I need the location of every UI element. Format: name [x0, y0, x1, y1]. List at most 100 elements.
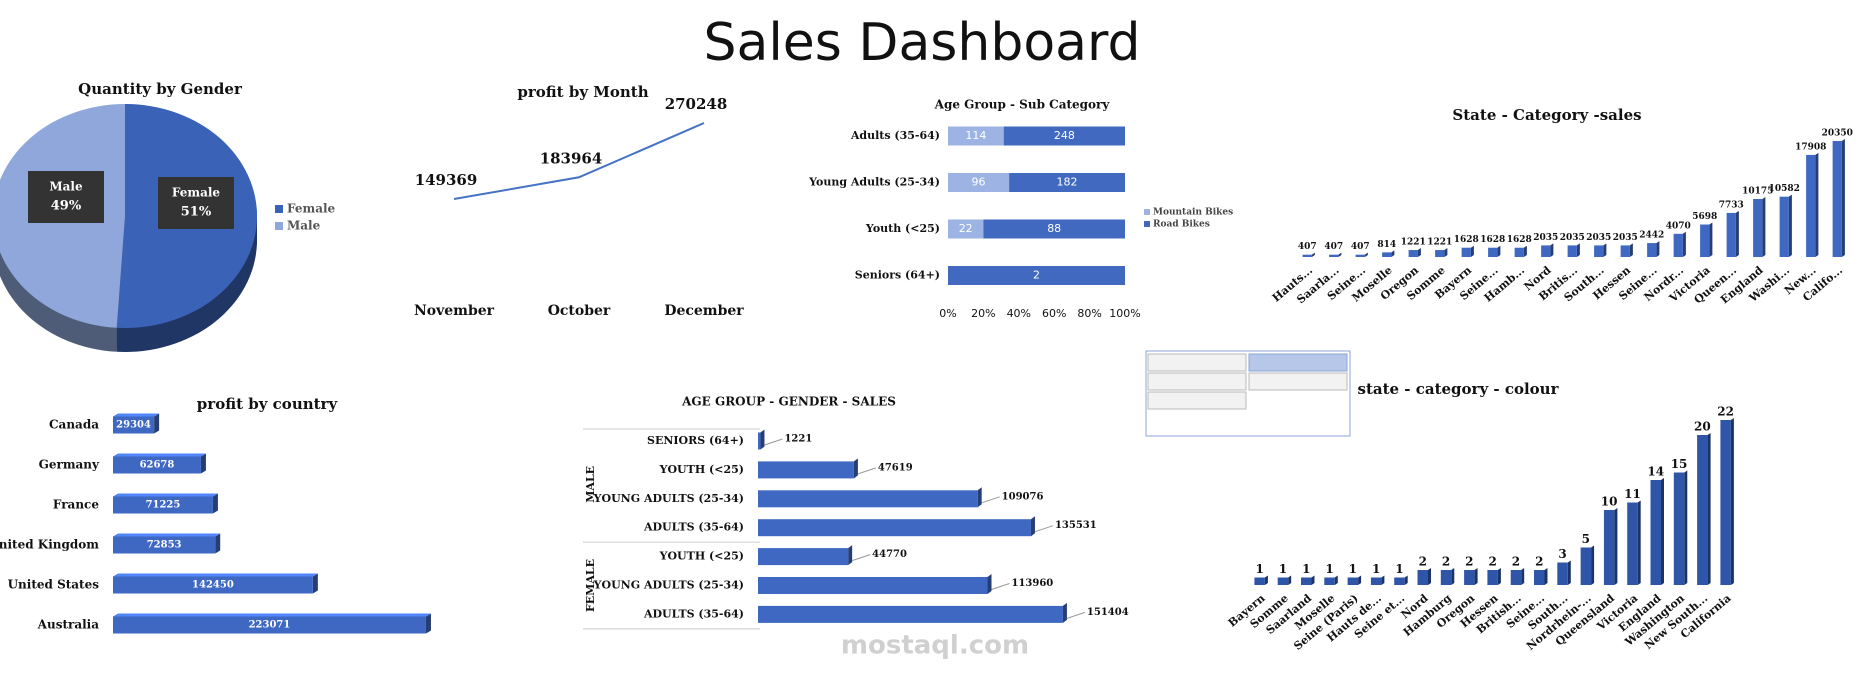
y-tick-label: France — [53, 498, 99, 512]
legend-swatch — [1144, 221, 1150, 227]
data-label: 3 — [1558, 547, 1566, 561]
x-tick-label: 0% — [939, 307, 956, 320]
bar-side — [1404, 575, 1408, 585]
bar — [1394, 577, 1405, 585]
bar — [758, 461, 854, 479]
bar-side — [1381, 575, 1385, 585]
bar — [113, 536, 216, 554]
bar-side — [200, 453, 206, 474]
bar-side — [1264, 575, 1268, 585]
bar-side — [1030, 516, 1035, 537]
bar — [1514, 247, 1524, 257]
data-label: 2 — [1512, 555, 1520, 569]
data-label: 96 — [972, 176, 986, 189]
data-label: 10175 — [1742, 187, 1773, 197]
data-label: 223071 — [249, 620, 291, 631]
data-label: 22 — [959, 222, 973, 235]
callout-box — [28, 171, 104, 223]
bar-side — [1567, 560, 1571, 585]
data-label: 20 — [1694, 420, 1711, 434]
bar-side — [1841, 139, 1845, 257]
data-label: 2 — [1442, 555, 1450, 569]
y-tick-label: Young Adults (25-34) — [808, 176, 940, 189]
data-label: 2035 — [1613, 233, 1638, 243]
slicer[interactable] — [1145, 350, 1351, 437]
bar-side — [1358, 575, 1362, 585]
bar-side — [1629, 243, 1633, 257]
leader-line — [857, 467, 877, 475]
data-label: 1221 — [1401, 238, 1426, 248]
data-label: 248 — [1054, 129, 1075, 142]
bar-side — [1417, 248, 1421, 257]
slicer-item[interactable] — [1248, 353, 1348, 372]
x-tick-label: 80% — [1077, 307, 1101, 320]
bar-side — [977, 487, 982, 508]
data-label: 1 — [1395, 562, 1403, 576]
data-label: 1628 — [1480, 235, 1505, 245]
leader-line — [991, 583, 1010, 590]
bar — [1594, 245, 1604, 257]
group-label: MALE — [584, 466, 597, 503]
bar-side — [1660, 478, 1664, 585]
bar — [1650, 480, 1661, 585]
data-label: 29304 — [116, 420, 151, 431]
data-label: 1 — [1255, 562, 1263, 576]
y-tick-label: Seniors (64+) — [855, 269, 940, 282]
callout-category: Female — [172, 186, 221, 200]
bar — [1440, 570, 1452, 585]
y-tick-label: ADULTS (35-64) — [643, 521, 744, 534]
data-label: 2 — [1465, 555, 1473, 569]
bar-side — [154, 413, 160, 434]
bar — [1700, 224, 1710, 257]
data-label: 135531 — [1055, 520, 1097, 531]
data-label: 114 — [965, 129, 986, 142]
data-label: 2 — [1488, 555, 1496, 569]
slicer-item[interactable] — [1147, 391, 1247, 410]
dashboard-title: Sales Dashboard — [703, 13, 1140, 73]
bar — [1673, 472, 1685, 585]
data-label: 1 — [1302, 562, 1310, 576]
data-label: 182 — [1057, 176, 1078, 189]
bar — [1697, 435, 1708, 585]
data-label: 1628 — [1454, 235, 1479, 245]
data-label: 2035 — [1533, 233, 1558, 243]
slicer-item[interactable] — [1147, 372, 1247, 391]
bar-side — [312, 573, 318, 594]
chart-title: AGE GROUP - GENDER - SALES — [681, 395, 896, 409]
bar — [1580, 547, 1592, 585]
slicer-item[interactable] — [1147, 353, 1247, 372]
bar — [1488, 247, 1498, 257]
bar — [758, 577, 988, 594]
bar — [1534, 570, 1545, 585]
bar-side — [1637, 500, 1641, 585]
bar-side — [1656, 241, 1660, 257]
bar-side — [1614, 508, 1618, 585]
bar — [758, 432, 761, 450]
y-tick-label: SENIORS (64+) — [647, 434, 744, 447]
bar-side — [1815, 152, 1819, 257]
line — [453, 122, 705, 201]
bar — [1277, 577, 1289, 585]
bar-top — [113, 573, 318, 577]
bar — [1753, 199, 1763, 257]
data-label: 407 — [1324, 242, 1343, 252]
bar-top — [113, 613, 431, 617]
bar-side — [215, 533, 221, 554]
legend-label: Mountain Bikes — [1153, 208, 1233, 218]
legend-label: Female — [287, 202, 336, 216]
chart-title: Age Group - Sub Category — [934, 98, 1111, 112]
bar — [1673, 233, 1683, 257]
bar-side — [1603, 243, 1607, 257]
leader-line — [981, 496, 1000, 504]
y-tick-label: United States — [8, 578, 100, 592]
bar — [113, 496, 213, 514]
bar — [1647, 243, 1657, 257]
bar — [1302, 254, 1312, 257]
data-label: 22 — [1717, 405, 1734, 419]
bar-side — [1311, 252, 1315, 257]
slicer-item[interactable] — [1248, 372, 1348, 391]
bar-side — [1427, 568, 1431, 585]
bar — [113, 416, 155, 434]
bar-segment — [1009, 173, 1125, 192]
